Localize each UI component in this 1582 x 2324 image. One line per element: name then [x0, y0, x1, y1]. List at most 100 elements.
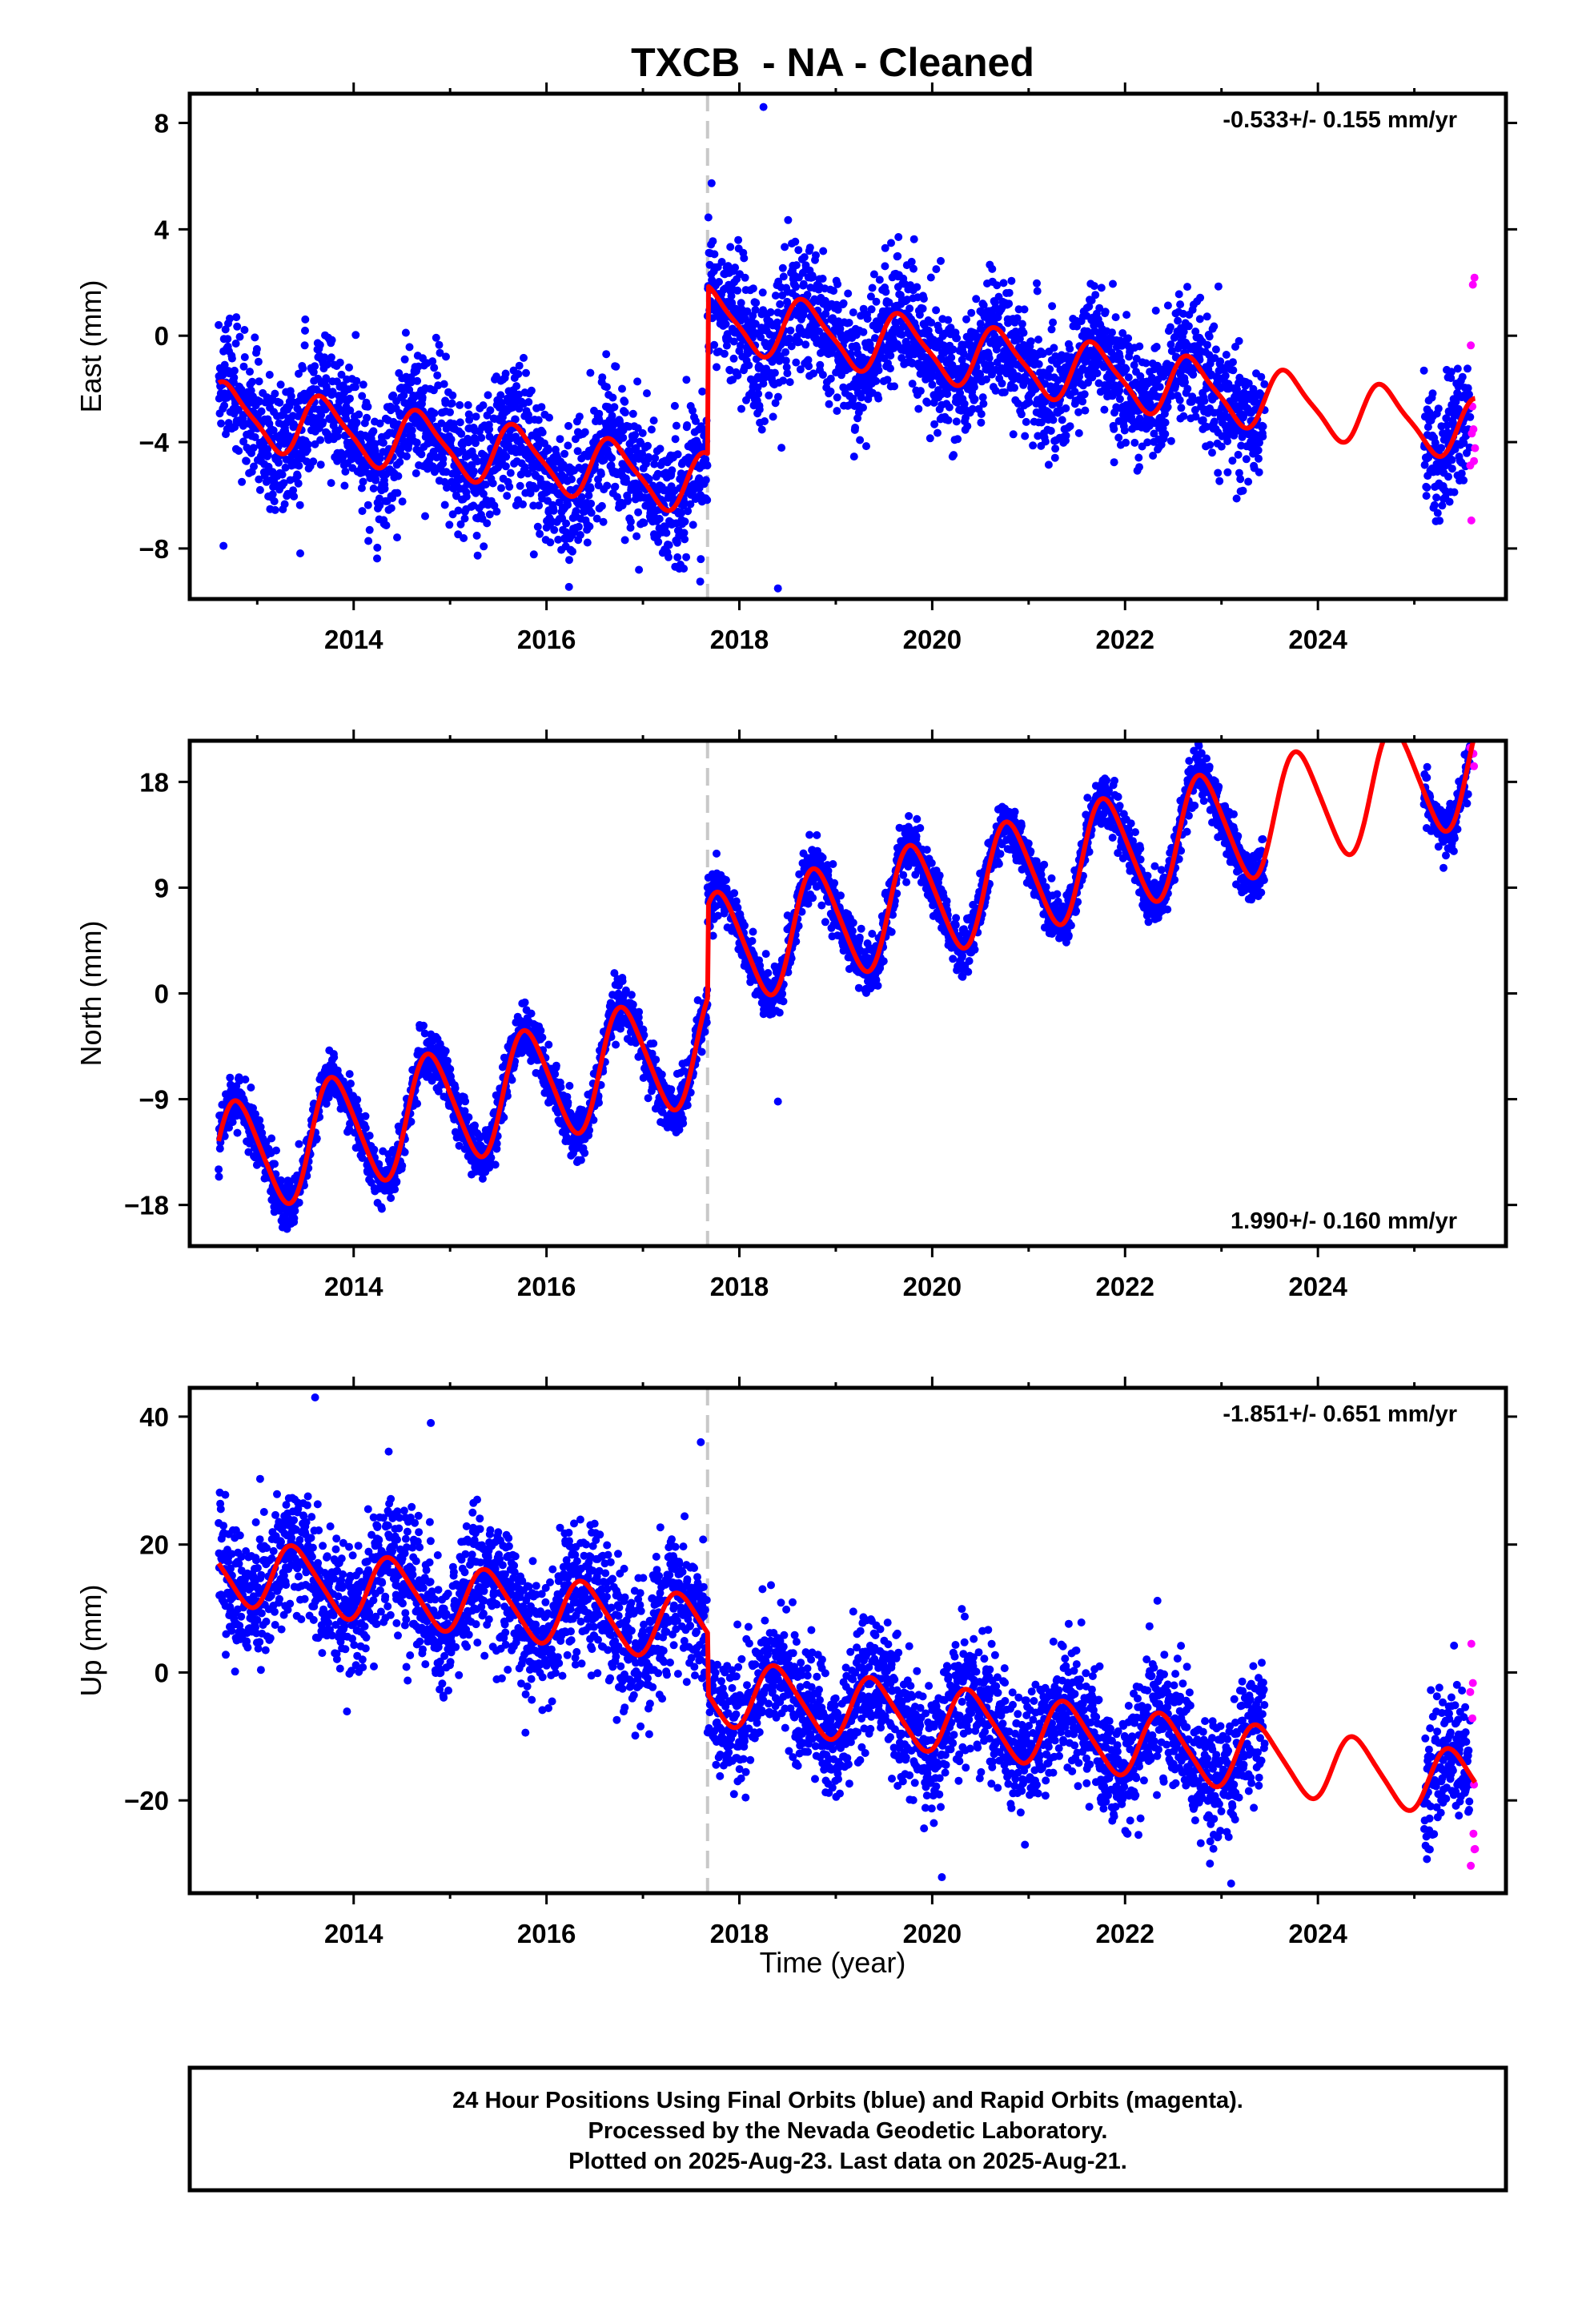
final-orbit-point [432, 333, 440, 342]
final-orbit-point [311, 362, 319, 371]
final-orbit-point [1434, 404, 1443, 413]
final-orbit-point [979, 400, 988, 408]
final-orbit-point [398, 497, 407, 506]
x-tick-label: 2018 [710, 625, 769, 654]
final-orbit-point [695, 474, 704, 483]
final-orbit-point [1090, 282, 1098, 291]
final-orbit-point [1437, 444, 1446, 452]
final-orbit-point [257, 407, 266, 416]
final-orbit-point [805, 243, 814, 252]
final-orbit-point [821, 296, 829, 305]
final-orbit-point [251, 432, 259, 441]
final-orbit-point [703, 461, 712, 470]
final-orbit-point [363, 413, 371, 422]
final-orbit-point [999, 279, 1008, 287]
final-orbit-point [909, 264, 917, 273]
final-orbit-point [1257, 372, 1266, 381]
final-orbit-point [352, 418, 361, 427]
final-orbit-point [839, 299, 848, 308]
final-orbit-point [309, 368, 318, 376]
final-orbit-point [781, 348, 790, 356]
final-orbit-point [564, 421, 572, 430]
final-orbit-point [377, 1204, 386, 1213]
final-orbit-point [351, 331, 360, 340]
final-orbit-point [654, 537, 663, 546]
final-orbit-point [608, 393, 617, 402]
final-orbit-point [484, 391, 492, 400]
final-orbit-point [1222, 351, 1231, 359]
final-orbit-point [501, 462, 510, 471]
final-orbit-point [398, 1161, 407, 1170]
final-orbit-point [826, 387, 835, 396]
final-orbit-point [464, 410, 473, 419]
final-orbit-point [608, 454, 616, 462]
final-orbit-point [673, 553, 682, 561]
final-orbit-point [220, 360, 229, 369]
final-orbit-point [393, 489, 402, 497]
final-orbit-point [585, 522, 594, 531]
final-orbit-point [407, 378, 416, 387]
final-orbit-point [496, 391, 505, 400]
final-orbit-point [643, 389, 651, 398]
final-orbit-point [914, 404, 923, 413]
final-orbit-point [1100, 405, 1109, 414]
final-orbit-point [908, 380, 917, 388]
final-orbit-point [373, 543, 382, 552]
final-orbit-point [1174, 290, 1183, 299]
final-orbit-point [881, 287, 890, 296]
final-orbit-point [1034, 360, 1043, 368]
final-orbit-point [809, 369, 817, 378]
final-orbit-point [226, 1073, 235, 1082]
final-orbit-point [794, 246, 803, 255]
final-orbit-point [346, 406, 355, 415]
final-orbit-point [296, 549, 304, 557]
final-orbit-point [1432, 493, 1441, 502]
final-orbit-point [337, 370, 346, 379]
final-orbit-point [1239, 486, 1247, 495]
final-orbit-point [290, 1214, 299, 1223]
final-orbit-point [358, 507, 367, 516]
final-orbit-point [545, 413, 553, 422]
final-orbit-point [781, 243, 789, 251]
final-orbit-point [779, 376, 788, 385]
final-orbit-point [480, 542, 488, 551]
final-orbit-point [1457, 469, 1466, 478]
final-orbit-point [743, 307, 752, 316]
final-orbit-point [576, 531, 584, 539]
final-orbit-point [260, 472, 269, 480]
final-orbit-point [279, 479, 288, 488]
final-orbit-point [1066, 344, 1074, 353]
final-orbit-point [1453, 364, 1462, 373]
final-orbit-point [516, 481, 524, 490]
final-orbit-point [271, 505, 279, 514]
final-orbit-point [1074, 428, 1083, 437]
final-orbit-point [446, 408, 454, 416]
final-orbit-point [1155, 383, 1164, 392]
final-orbit-point [361, 1112, 370, 1120]
final-orbit-point [1163, 403, 1172, 412]
final-orbit-point [720, 349, 729, 358]
final-orbit-point [1047, 325, 1056, 334]
final-orbit-point [918, 304, 927, 313]
final-orbit-point [1430, 501, 1439, 509]
final-orbit-point [434, 381, 443, 390]
final-orbit-point [1447, 464, 1456, 473]
final-orbit-point [405, 343, 414, 352]
final-orbit-point [255, 475, 263, 484]
rapid-orbit-point [1468, 280, 1477, 289]
final-orbit-point [465, 416, 474, 424]
final-orbit-point [538, 428, 547, 436]
final-orbit-point [1025, 398, 1034, 407]
final-orbit-point [1176, 300, 1185, 309]
final-orbit-point [271, 1160, 279, 1168]
final-orbit-point [358, 392, 367, 400]
final-orbit-point [844, 289, 853, 298]
final-orbit-point [373, 554, 381, 563]
final-orbit-point [235, 332, 244, 341]
final-orbit-point [618, 384, 626, 393]
final-orbit-point [347, 1080, 355, 1088]
final-orbit-point [220, 401, 229, 410]
final-orbit-point [1466, 412, 1475, 421]
final-orbit-point [597, 501, 606, 510]
final-orbit-point [897, 354, 906, 362]
